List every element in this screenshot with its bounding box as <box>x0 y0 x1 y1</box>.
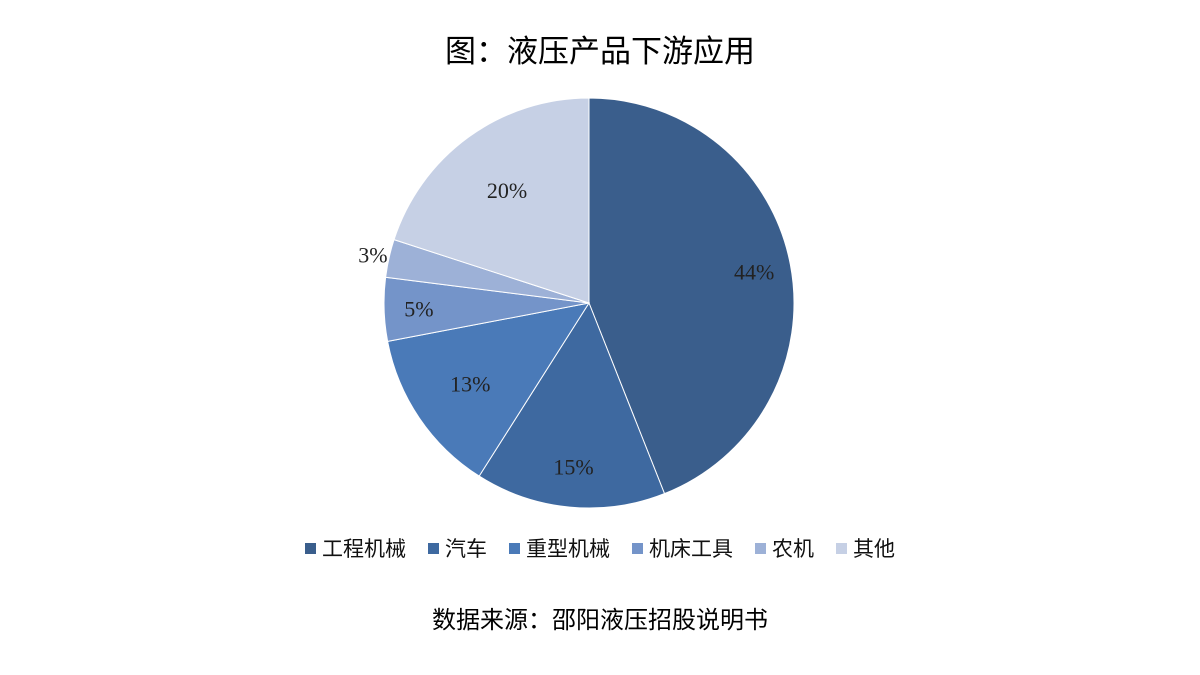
legend-swatch <box>755 542 766 554</box>
legend-item-1: 工程机械 <box>305 533 406 563</box>
legend-item-4: 机床工具 <box>632 533 733 563</box>
pie-labels: 44% 15% 13% 5% 3% 20% <box>358 178 774 479</box>
slice-label-4: 5% <box>404 296 433 321</box>
pie-slice-6 <box>393 97 590 304</box>
legend-label: 机床工具 <box>649 537 733 561</box>
chart-title: 图：液压产品下游应用 <box>445 34 755 70</box>
legend: 工程机械 汽车 重型机械 机床工具 农机 其他 <box>0 533 1200 563</box>
legend-label: 农机 <box>772 537 814 561</box>
legend-label: 工程机械 <box>322 537 406 561</box>
legend-swatch <box>428 542 439 554</box>
slice-label-5: 3% <box>358 243 387 268</box>
slice-label-6: 20% <box>487 178 527 203</box>
legend-swatch <box>305 542 316 554</box>
legend-item-5: 农机 <box>755 533 814 563</box>
slice-label-2: 15% <box>553 454 593 479</box>
legend-swatch <box>509 542 520 554</box>
legend-label: 其他 <box>853 537 895 561</box>
slice-label-1: 44% <box>734 260 774 285</box>
legend-item-6: 其他 <box>836 533 895 563</box>
legend-item-2: 汽车 <box>428 533 487 563</box>
slice-label-3: 13% <box>450 372 490 397</box>
chart-source: 数据来源：邵阳液压招股说明书 <box>432 606 768 634</box>
legend-swatch <box>632 542 643 554</box>
legend-label: 汽车 <box>445 537 487 561</box>
legend-label: 重型机械 <box>526 537 610 561</box>
pie-slices <box>383 97 795 509</box>
pie-slice-3 <box>387 302 591 477</box>
pie-slice-1 <box>588 97 795 495</box>
legend-swatch <box>836 542 847 554</box>
pie-slice-2 <box>478 301 666 509</box>
legend-item-3: 重型机械 <box>509 533 610 563</box>
